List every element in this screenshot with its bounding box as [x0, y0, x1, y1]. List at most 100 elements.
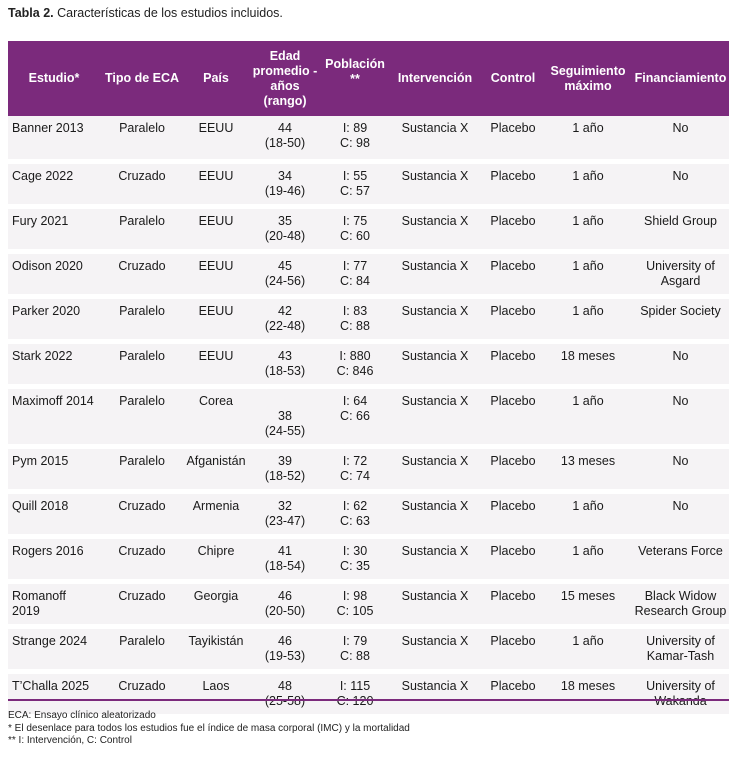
cell-intervencion: Sustancia X: [388, 581, 482, 629]
studies-table: Estudio* Tipo de ECA País Edad promedio …: [8, 41, 729, 719]
cell-pais: EEUU: [184, 116, 248, 164]
cell-estudio: Fury 2021: [8, 206, 100, 254]
cell-seguimiento: 18 meses: [544, 341, 632, 389]
cell-edad: 34 (19-46): [248, 161, 322, 209]
cell-poblacion: I: 880 C: 846: [322, 341, 388, 389]
table-row: Banner 2013 Paralelo EEUU 44 (18-50) I: 89 C: …: [8, 116, 729, 164]
table-caption: Tabla 2. Características de los estudios…: [8, 6, 283, 20]
cell-estudio: Parker 2020: [8, 296, 100, 344]
cell-edad: 43 (18-53): [248, 341, 322, 389]
cell-control: Placebo: [482, 491, 544, 539]
cell-control: Placebo: [482, 206, 544, 254]
cell-control: Placebo: [482, 671, 544, 719]
table-row: Strange 2024 Paralelo Tayikistán 46 (19-53) I…: [8, 626, 729, 674]
cell-seguimiento: 13 meses: [544, 446, 632, 494]
cell-poblacion: I: 30 C: 35: [322, 536, 388, 584]
cell-seguimiento: 15 meses: [544, 581, 632, 629]
table-row: Romanoff 2019 Cruzado Georgia 46 (20-50) I: 9…: [8, 581, 729, 629]
cell-text: Romanoff 2019: [12, 588, 66, 618]
cell-financiamiento: No: [632, 386, 729, 449]
cell-financiamiento: No: [632, 116, 729, 164]
cell-poblacion: I: 89 C: 98: [322, 116, 388, 164]
cell-financiamiento: Spider Society: [632, 296, 729, 344]
cell-intervencion: Sustancia X: [388, 341, 482, 389]
cell-tipo: Cruzado: [100, 581, 184, 629]
table-row: Quill 2018 Cruzado Armenia 32 (23-47) I: 62 C:…: [8, 491, 729, 539]
cell-poblacion: I: 55 C: 57: [322, 161, 388, 209]
cell-poblacion: I: 64 C: 66: [322, 386, 388, 449]
cell-intervencion: Sustancia X: [388, 386, 482, 449]
cell-estudio: Strange 2024: [8, 626, 100, 674]
cell-estudio: Pym 2015: [8, 446, 100, 494]
cell-tipo: Cruzado: [100, 671, 184, 719]
cell-seguimiento: 1 año: [544, 296, 632, 344]
cell-pais: EEUU: [184, 251, 248, 299]
cell-control: Placebo: [482, 341, 544, 389]
cell-financiamiento: No: [632, 341, 729, 389]
cell-tipo: Cruzado: [100, 161, 184, 209]
cell-estudio: T’Challa 2025: [8, 671, 100, 719]
cell-edad: 38 (24-55): [248, 386, 322, 449]
caption-text: Características de los estudios incluido…: [53, 6, 283, 20]
cell-edad: 32 (23-47): [248, 491, 322, 539]
cell-estudio: Stark 2022: [8, 341, 100, 389]
cell-edad: 46 (20-50): [248, 581, 322, 629]
cell-control: Placebo: [482, 446, 544, 494]
cell-edad: 41 (18-54): [248, 536, 322, 584]
header-intervencion: Intervención: [388, 41, 482, 116]
cell-edad: 45 (24-56): [248, 251, 322, 299]
cell-tipo: Cruzado: [100, 536, 184, 584]
header-poblacion: Población **: [322, 41, 388, 116]
cell-seguimiento: 1 año: [544, 161, 632, 209]
cell-pais: Chipre: [184, 536, 248, 584]
cell-intervencion: Sustancia X: [388, 116, 482, 164]
cell-intervencion: Sustancia X: [388, 626, 482, 674]
cell-poblacion: I: 83 C: 88: [322, 296, 388, 344]
cell-tipo: Paralelo: [100, 206, 184, 254]
cell-seguimiento: 1 año: [544, 626, 632, 674]
cell-pais: EEUU: [184, 161, 248, 209]
cell-seguimiento: 1 año: [544, 206, 632, 254]
cell-pais: EEUU: [184, 341, 248, 389]
cell-edad: 44 (18-50): [248, 116, 322, 164]
cell-edad: 39 (18-52): [248, 446, 322, 494]
cell-intervencion: Sustancia X: [388, 491, 482, 539]
table-row: Cage 2022 Cruzado EEUU 34 (19-46) I: 55 C: 57 S…: [8, 161, 729, 209]
header-control: Control: [482, 41, 544, 116]
cell-seguimiento: 1 año: [544, 251, 632, 299]
table-row: Rogers 2016 Cruzado Chipre 41 (18-54) I: 30 C:…: [8, 536, 729, 584]
cell-pais: Armenia: [184, 491, 248, 539]
note-population: ** I: Intervención, C: Control: [8, 735, 132, 746]
table-row: Parker 2020 Paralelo EEUU 42 (22-48) I: 83 C: …: [8, 296, 729, 344]
cell-tipo: Paralelo: [100, 296, 184, 344]
cell-pais: Tayikistán: [184, 626, 248, 674]
cell-tipo: Cruzado: [100, 251, 184, 299]
table-row: Maximoff 2014 Paralelo Corea 38 (24-55) I: 64…: [8, 386, 729, 449]
caption-label: Tabla 2.: [8, 6, 54, 20]
cell-pais: Corea: [184, 386, 248, 449]
cell-seguimiento: 1 año: [544, 116, 632, 164]
cell-financiamiento: No: [632, 491, 729, 539]
cell-estudio: Rogers 2016: [8, 536, 100, 584]
cell-tipo: Paralelo: [100, 341, 184, 389]
cell-poblacion: I: 115C: 120: [322, 671, 388, 719]
cell-control: Placebo: [482, 386, 544, 449]
cell-intervencion: Sustancia X: [388, 296, 482, 344]
cell-seguimiento: 1 año: [544, 536, 632, 584]
cell-edad: 42 (22-48): [248, 296, 322, 344]
table-row: Pym 2015 Paralelo Afganistán 39 (18-52) I: 72…: [8, 446, 729, 494]
cell-control: Placebo: [482, 296, 544, 344]
cell-edad: 35 (20-48): [248, 206, 322, 254]
cell-financiamiento: Black Widow Research Group: [632, 581, 729, 629]
cell-poblacion: I: 79 C: 88: [322, 626, 388, 674]
cell-edad: 48(25-58): [248, 671, 322, 719]
cell-control: Placebo: [482, 626, 544, 674]
header-seguimiento: Seguimiento máximo: [544, 41, 632, 116]
cell-estudio: Odison 2020: [8, 251, 100, 299]
cell-control: Placebo: [482, 536, 544, 584]
cell-estudio: Cage 2022: [8, 161, 100, 209]
cell-financiamiento: Veterans Force: [632, 536, 729, 584]
table-notes: ECA: Ensayo clínico aleatorizado * El de…: [8, 710, 410, 748]
cell-estudio: Maximoff 2014: [8, 386, 100, 449]
